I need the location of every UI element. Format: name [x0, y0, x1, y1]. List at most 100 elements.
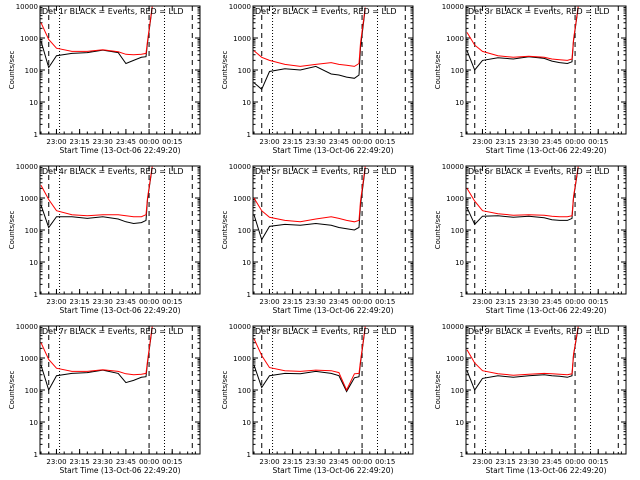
- events-series-line: [466, 327, 579, 392]
- chart-title: Det 8r BLACK = Events, RED = LLD: [255, 327, 397, 336]
- chart-title: Det 6r BLACK = Events, RED = LLD: [468, 167, 610, 176]
- y-tick-label: 1: [460, 131, 464, 139]
- lld-series-line: [466, 166, 579, 218]
- x-axis-label: Start Time (13-Oct-06 22:49:20): [272, 466, 393, 475]
- x-tick-label: 23:15: [283, 298, 303, 306]
- x-axis-label: Start Time (13-Oct-06 22:49:20): [272, 146, 393, 155]
- series-group: [40, 166, 153, 229]
- x-tick-label: 00:00: [565, 138, 585, 146]
- x-tick-label: 00:15: [588, 298, 608, 306]
- y-tick-label: 10000: [442, 3, 464, 11]
- series-group: [40, 6, 153, 69]
- x-tick-label: 23:30: [93, 138, 113, 146]
- x-tick-label: 00:00: [352, 138, 372, 146]
- x-tick-label: 23:45: [116, 298, 136, 306]
- y-tick-label: 10000: [442, 323, 464, 331]
- y-tick-label: 1: [460, 451, 464, 459]
- x-axis-label: Start Time (13-Oct-06 22:49:20): [485, 306, 606, 315]
- y-tick-label: 10: [242, 99, 251, 107]
- x-tick-label: 23:30: [519, 458, 539, 466]
- y-tick-label: 10: [29, 419, 38, 427]
- y-axis-label: Counts/sec: [8, 371, 16, 410]
- plot-frame: [465, 325, 627, 455]
- lld-series-line: [466, 326, 579, 376]
- y-axis-label: Counts/sec: [221, 211, 229, 250]
- x-axis-label: Start Time (13-Oct-06 22:49:20): [485, 146, 606, 155]
- x-tick-label: 23:00: [46, 458, 66, 466]
- x-tick-label: 23:15: [496, 138, 516, 146]
- lld-series-line: [253, 326, 366, 392]
- series-group: [253, 166, 366, 241]
- plot-frame: [465, 165, 627, 295]
- y-tick-label: 10: [242, 259, 251, 267]
- lld-series-line: [40, 6, 153, 56]
- series-group: [253, 326, 366, 393]
- y-tick-label: 1: [34, 451, 38, 459]
- y-axis-label: Counts/sec: [434, 51, 442, 90]
- lld-series-line: [253, 166, 366, 223]
- y-tick-label: 100: [238, 67, 251, 75]
- x-tick-label: 00:00: [352, 458, 372, 466]
- events-series-line: [40, 7, 153, 69]
- chart-title: Det 1r BLACK = Events, RED = LLD: [42, 7, 184, 16]
- x-tick-label: 23:45: [116, 458, 136, 466]
- x-axis-label: Start Time (13-Oct-06 22:49:20): [485, 466, 606, 475]
- x-tick-label: 23:00: [472, 138, 492, 146]
- events-series-line: [253, 168, 366, 241]
- x-tick-label: 23:15: [70, 298, 90, 306]
- lld-series-line: [40, 166, 153, 218]
- x-tick-label: 23:45: [542, 138, 562, 146]
- y-tick-label: 100: [451, 67, 464, 75]
- y-tick-label: 10000: [16, 3, 38, 11]
- events-series-line: [40, 167, 153, 229]
- y-tick-label: 1: [34, 131, 38, 139]
- y-tick-label: 10000: [229, 323, 251, 331]
- lld-series-line: [253, 7, 366, 67]
- x-tick-label: 00:15: [375, 458, 395, 466]
- plot-frame: [39, 5, 201, 135]
- x-tick-label: 23:00: [46, 138, 66, 146]
- y-axis-label: Counts/sec: [8, 211, 16, 250]
- x-axis-label: Start Time (13-Oct-06 22:49:20): [59, 466, 180, 475]
- y-tick-label: 10: [455, 419, 464, 427]
- x-tick-label: 23:15: [283, 458, 303, 466]
- detector-chart: 1 10 100 1000 10000 23:00 23:15 23:30 23:45 00:00…: [8, 163, 201, 315]
- x-tick-label: 00:00: [565, 458, 585, 466]
- y-tick-label: 10000: [16, 323, 38, 331]
- y-tick-label: 1000: [446, 195, 464, 203]
- x-tick-label: 23:30: [93, 298, 113, 306]
- x-tick-label: 23:00: [46, 298, 66, 306]
- plot-frame: [465, 5, 627, 135]
- detector-chart: 1 10 100 1000 10000 23:00 23:15 23:30 23:45 00:00…: [221, 163, 414, 315]
- x-tick-label: 23:15: [496, 458, 516, 466]
- events-series-line: [466, 167, 579, 226]
- y-tick-label: 100: [25, 67, 38, 75]
- y-tick-label: 10: [242, 419, 251, 427]
- y-tick-label: 1000: [20, 355, 38, 363]
- y-tick-label: 10: [29, 259, 38, 267]
- y-tick-label: 1000: [20, 195, 38, 203]
- x-tick-label: 23:00: [259, 138, 279, 146]
- x-tick-label: 23:15: [496, 298, 516, 306]
- y-tick-label: 100: [25, 387, 38, 395]
- series-group: [466, 326, 579, 392]
- x-tick-label: 00:15: [375, 298, 395, 306]
- x-tick-label: 00:00: [139, 458, 159, 466]
- lld-series-line: [40, 326, 153, 376]
- y-tick-label: 1: [460, 291, 464, 299]
- x-tick-label: 00:15: [588, 458, 608, 466]
- x-tick-label: 23:00: [259, 298, 279, 306]
- y-tick-label: 1000: [233, 355, 251, 363]
- x-tick-label: 00:15: [588, 138, 608, 146]
- y-tick-label: 1: [247, 291, 251, 299]
- plot-frame: [39, 325, 201, 455]
- x-tick-label: 23:30: [306, 458, 326, 466]
- y-tick-label: 100: [25, 227, 38, 235]
- plot-frame: [39, 165, 201, 295]
- x-tick-label: 00:00: [139, 138, 159, 146]
- series-group: [253, 7, 366, 91]
- x-tick-label: 23:15: [283, 138, 303, 146]
- plot-frame: [252, 325, 414, 455]
- x-tick-label: 00:15: [162, 138, 182, 146]
- plot-frame: [252, 165, 414, 295]
